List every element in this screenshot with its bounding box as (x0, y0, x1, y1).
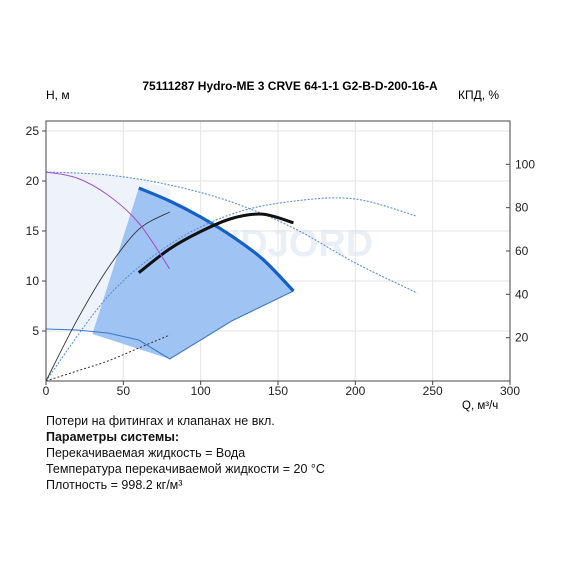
head-duty-curve (138, 186, 295, 293)
y-tick-label-15: 15 (26, 224, 40, 238)
x-tick-label-100: 100 (191, 384, 211, 398)
min-speed-head-line (45, 290, 294, 360)
efficiency-min-speed-curve (45, 211, 170, 382)
y-axis-label: H, м (46, 88, 70, 102)
pump-performance-chart: 75111287 Hydro-ME 3 CRVE 64-1-1 G2-B-D-2… (26, 79, 536, 412)
y-tick-label-25: 25 (26, 124, 40, 138)
note-liquid: Перекачиваемая жидкость = Вода (46, 446, 246, 460)
y2-tick-label-100: 100 (515, 157, 535, 171)
note-fittings: Потери на фитингах и клапанах не вкл. (46, 414, 275, 428)
head-max-outline-curve (45, 171, 418, 294)
y-tick-label-20: 20 (26, 174, 40, 188)
y2-tick-label-20: 20 (515, 331, 529, 345)
y2-tick-label-80: 80 (515, 201, 529, 215)
x-tick-label-200: 200 (345, 384, 365, 398)
x-tick-label-0: 0 (43, 384, 50, 398)
y2-tick-label-40: 40 (515, 287, 529, 301)
x-tick-label-300: 300 (500, 384, 520, 398)
system-params-heading: Параметры системы: (46, 430, 180, 444)
y-tick-label-10: 10 (26, 274, 40, 288)
x-axis-label: Q, м³/ч (462, 400, 498, 412)
system-notes: Потери на фитингах и клапанах не вкл. Па… (46, 413, 325, 493)
x-tick-label-150: 150 (268, 384, 288, 398)
y2-axis-label: КПД, % (458, 88, 499, 102)
npsh-curve (45, 334, 170, 382)
x-tick-label-50: 50 (117, 384, 131, 398)
power-curve (45, 171, 171, 270)
x-tick-label-250: 250 (423, 384, 443, 398)
note-density: Плотность = 998.2 кг/м³ (46, 478, 183, 492)
y-tick-label-5: 5 (32, 324, 39, 338)
efficiency-duty-curve (137, 212, 294, 274)
chart-title: 75111287 Hydro-ME 3 CRVE 64-1-1 G2-B-D-2… (142, 79, 438, 93)
note-temperature: Температура перекачиваемой жидкости = 20… (46, 462, 325, 476)
operating-region (92, 188, 294, 359)
y2-tick-label-60: 60 (515, 244, 529, 258)
